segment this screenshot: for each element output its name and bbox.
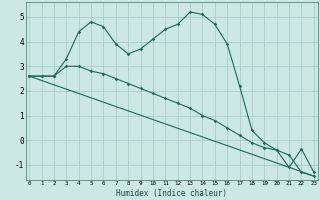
X-axis label: Humidex (Indice chaleur): Humidex (Indice chaleur) <box>116 189 227 198</box>
